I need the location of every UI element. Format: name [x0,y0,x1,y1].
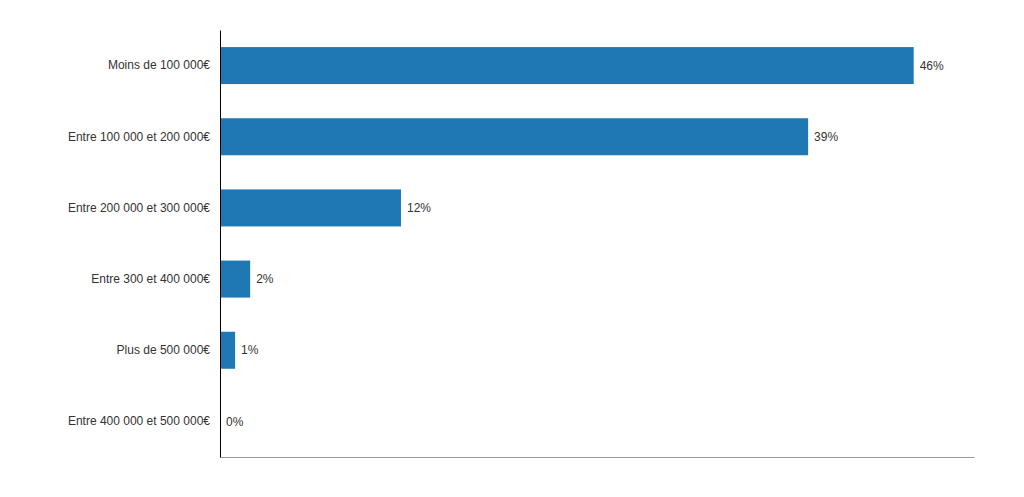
x-axis [221,457,975,458]
x-axis-line [221,457,975,458]
y-tick: Entre 200 000 et 300 000€ [68,201,210,215]
data-label: 46% [920,59,944,73]
y-tick: Entre 400 000 et 500 000€ [68,414,210,428]
bar [220,189,401,226]
data-label: 39% [814,130,838,144]
bar [220,261,250,298]
y-tick-label: Entre 200 000 et 300 000€ [68,201,210,215]
plot: Moins de 100 000€ Entre 100 000 et 200 00… [68,31,975,458]
y-tick: Plus de 500 000€ [117,343,211,357]
y-tick-label: Entre 400 000 et 500 000€ [68,414,210,428]
data-label: 12% [407,201,431,215]
bar [220,118,808,155]
y-axis: Moins de 100 000€ Entre 100 000 et 200 00… [68,31,221,458]
bar [220,47,914,84]
y-tick: Entre 300 et 400 000€ [91,272,210,286]
data-label: 1% [241,343,259,357]
bar [220,332,235,369]
y-tick: Moins de 100 000€ [108,58,210,72]
y-tick-label: Entre 300 et 400 000€ [91,272,210,286]
data-label: 2% [256,272,274,286]
chart: Moins de 100 000€ Entre 100 000 et 200 00… [0,0,1024,497]
y-tick-label: Plus de 500 000€ [117,343,211,357]
data-label: 0% [226,415,244,429]
data-labels: 46% 39% 12% 2% 1% 0% [226,59,944,429]
y-tick-label: Moins de 100 000€ [108,58,210,72]
bars [220,47,914,369]
y-tick-label: Entre 100 000 et 200 000€ [68,130,210,144]
y-tick: Entre 100 000 et 200 000€ [68,130,210,144]
y-axis-line [220,31,221,458]
